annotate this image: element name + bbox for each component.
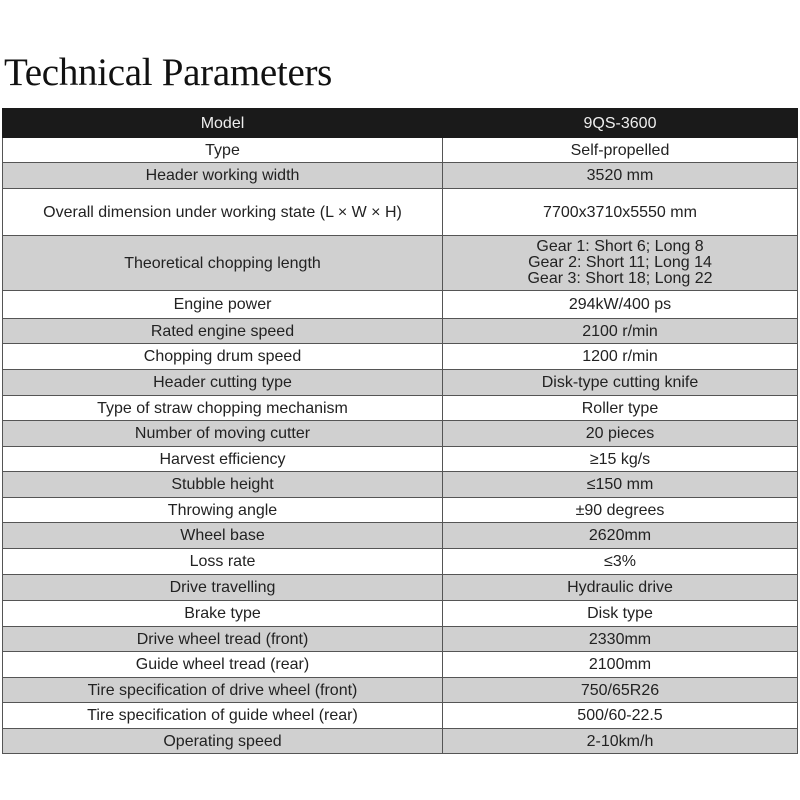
param-value: 3520 mm [442,162,798,189]
param-value: Roller type [442,395,798,421]
table-row: Engine power 294kW/400 ps [2,290,798,319]
header-label: Model [2,108,443,138]
header-value: 9QS-3600 [442,108,798,138]
param-value: 2100mm [442,651,798,678]
table-row: Number of moving cutter 20 pieces [2,420,798,447]
param-label: Engine power [2,290,443,319]
table-row: Drive travelling Hydraulic drive [2,574,798,601]
param-value: 2330mm [442,626,798,652]
table-row: Brake type Disk type [2,600,798,627]
technical-parameters-table: Model 9QS-3600 Type Self-propelled Header … [2,108,798,754]
param-label: Type [2,137,443,163]
param-label: Guide wheel tread (rear) [2,651,443,678]
param-value: 2620mm [442,522,798,549]
param-label: Drive wheel tread (front) [2,626,443,652]
param-value: 500/60-22.5 [442,702,798,729]
param-label: Loss rate [2,548,443,575]
param-label: Wheel base [2,522,443,549]
param-label: Rated engine speed [2,318,443,344]
param-label: Theoretical chopping length [2,235,443,291]
param-label: Tire specification of drive wheel (front… [2,677,443,703]
page-title: Technical Parameters [4,51,333,94]
param-value: 20 pieces [442,420,798,447]
table-row: Type of straw chopping mechanism Roller t… [2,395,798,421]
table-row: Loss rate ≤3% [2,548,798,575]
param-value-line: Gear 3: Short 18; Long 22 [527,270,713,287]
param-label: Header working width [2,162,443,189]
table-row: Type Self-propelled [2,137,798,163]
table-row: Drive wheel tread (front) 2330mm [2,626,798,652]
table-row: Throwing angle ±90 degrees [2,497,798,523]
param-value: Disk-type cutting knife [442,369,798,396]
param-label: Overall dimension under working state (L… [2,188,443,236]
table-row: Guide wheel tread (rear) 2100mm [2,651,798,678]
param-value: ≤150 mm [442,471,798,498]
param-value: Gear 1: Short 6; Long 8 Gear 2: Short 11;… [442,235,798,291]
param-label: Harvest efficiency [2,446,443,472]
table-row: Overall dimension under working state (L… [2,188,798,236]
param-value-line: Gear 2: Short 11; Long 14 [528,254,712,271]
param-label: Tire specification of guide wheel (rear) [2,702,443,729]
table-row: Chopping drum speed 1200 r/min [2,343,798,370]
table-row: Tire specification of drive wheel (front… [2,677,798,703]
param-value: ≤3% [442,548,798,575]
table-row: Header cutting type Disk-type cutting kni… [2,369,798,396]
param-label: Drive travelling [2,574,443,601]
param-value: 750/65R26 [442,677,798,703]
table-row: Tire specification of guide wheel (rear)… [2,702,798,729]
table-row: Wheel base 2620mm [2,522,798,549]
param-value: ≥15 kg/s [442,446,798,472]
table-header-row: Model 9QS-3600 [2,108,798,138]
table-row: Theoretical chopping length Gear 1: Short… [2,235,798,291]
param-value: Hydraulic drive [442,574,798,601]
param-value: 2100 r/min [442,318,798,344]
param-value: Disk type [442,600,798,627]
param-value: Self-propelled [442,137,798,163]
param-value-line: Gear 1: Short 6; Long 8 [536,238,704,255]
param-label: Brake type [2,600,443,627]
param-label: Operating speed [2,728,443,754]
table-row: Harvest efficiency ≥15 kg/s [2,446,798,472]
param-label: Number of moving cutter [2,420,443,447]
table-row: Operating speed 2-10km/h [2,728,798,754]
param-value: 7700x3710x5550 mm [442,188,798,236]
param-label: Stubble height [2,471,443,498]
param-value: 1200 r/min [442,343,798,370]
param-label: Throwing angle [2,497,443,523]
param-label: Type of straw chopping mechanism [2,395,443,421]
table-row: Header working width 3520 mm [2,162,798,189]
table-row: Stubble height ≤150 mm [2,471,798,498]
param-value: ±90 degrees [442,497,798,523]
param-value: 2-10km/h [442,728,798,754]
param-label: Header cutting type [2,369,443,396]
table-row: Rated engine speed 2100 r/min [2,318,798,344]
param-label: Chopping drum speed [2,343,443,370]
param-value: 294kW/400 ps [442,290,798,319]
